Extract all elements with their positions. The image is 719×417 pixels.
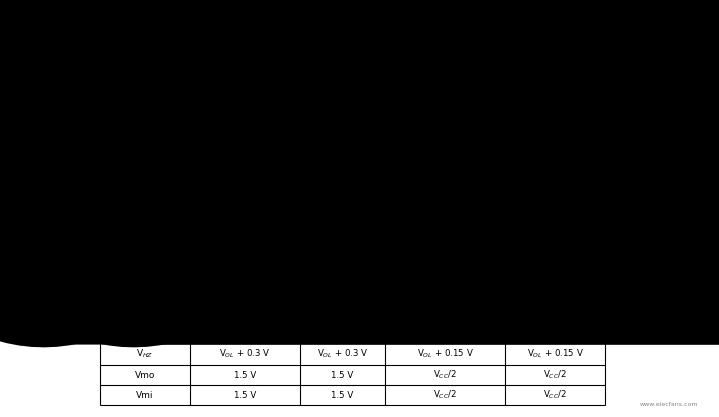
Text: Vmo: Vmo — [135, 370, 155, 379]
Text: V$_{OL}$ + 0.3 V: V$_{OL}$ + 0.3 V — [219, 348, 270, 360]
Text: V$_{OH}$ – 0.15 V: V$_{OH}$ – 0.15 V — [418, 326, 472, 338]
Bar — [100, 299, 605, 321]
Text: Vmo: Vmo — [65, 183, 82, 192]
Text: t$_R$ = t$_F$ = 2.5 ns, 10% to 90%; f = 1 MHz; t$_W$ = 500 ns: t$_R$ = t$_F$ = 2.5 ns, 10% to 90%; f = … — [411, 227, 626, 239]
Text: OE, T/R: OE, T/R — [328, 13, 362, 22]
Text: V$_{CC}$/2: V$_{CC}$/2 — [543, 389, 567, 401]
Text: Vmi: Vmi — [65, 67, 81, 76]
Text: www.elecfans.com: www.elecfans.com — [639, 402, 698, 407]
Text: 2.5 V ± 0.2 V: 2.5 V ± 0.2 V — [416, 306, 474, 314]
Text: Vmo: Vmo — [416, 145, 434, 154]
Text: t$_{PZL}$: t$_{PZL}$ — [407, 163, 421, 175]
Text: t$_{PZH}$: t$_{PZH}$ — [405, 95, 421, 107]
Text: An, Bn: An, Bn — [331, 75, 362, 83]
Text: WAVEFORM 2 – OUTPUT ENABLE AND DISABLE TIMES: WAVEFORM 2 – OUTPUT ENABLE AND DISABLE T… — [383, 218, 653, 226]
Text: Symbol: Symbol — [127, 306, 163, 314]
Text: An, Bn: An, Bn — [3, 73, 34, 83]
Text: V$_{OH}$: V$_{OH}$ — [672, 63, 689, 75]
Text: An, Bn: An, Bn — [331, 133, 362, 141]
Text: Vmo: Vmo — [413, 97, 430, 106]
Text: Vmi: Vmi — [136, 390, 154, 399]
Text: V$_{CC}$: V$_{CC}$ — [672, 6, 688, 18]
Text: V$_{OH}$ – 0.3 V: V$_{OH}$ – 0.3 V — [220, 326, 270, 338]
Text: 0 V: 0 V — [672, 28, 686, 37]
Text: 1.5 V: 1.5 V — [331, 390, 354, 399]
Text: 5.0 V: 5.0 V — [544, 306, 566, 314]
Text: V$_{CC}$/2: V$_{CC}$/2 — [433, 369, 457, 381]
Text: V$_{LZ}$: V$_{LZ}$ — [137, 326, 153, 338]
Text: V$_{CC}$/2: V$_{CC}$/2 — [543, 369, 567, 381]
Text: V$_{OH}$ – 0.3 V: V$_{OH}$ – 0.3 V — [318, 326, 367, 338]
Text: 0 V: 0 V — [332, 98, 346, 106]
Text: V$_{CC}$/2: V$_{CC}$/2 — [433, 389, 457, 401]
Text: Vmi: Vmi — [398, 7, 413, 16]
Text: Vmi: Vmi — [193, 67, 208, 76]
Text: V$_{OH}$ – 0.15 V: V$_{OH}$ – 0.15 V — [528, 326, 582, 338]
Text: V$_{OL}$: V$_{OL}$ — [332, 203, 347, 215]
Text: t$_R$ = t$_F$ = 2.5 ns, 10% to 90%; f = 1 MHz; t$_W$ = 500 ns: t$_R$ = t$_F$ = 2.5 ns, 10% to 90%; f = … — [65, 227, 280, 239]
Text: V$_{OL}$: V$_{OL}$ — [672, 153, 687, 165]
Text: V$_{CC}$: V$_{CC}$ — [332, 44, 348, 56]
Text: Bn, An: Bn, An — [3, 176, 34, 184]
Text: t$_{PHZ}$: t$_{PHZ}$ — [495, 95, 511, 107]
Text: V$_{OL}$ + 0.15 V: V$_{OL}$ + 0.15 V — [416, 348, 473, 360]
Bar — [190, 277, 605, 299]
Text: WAVEFORM 1 – PROPAGATION DELAYS: WAVEFORM 1 – PROPAGATION DELAYS — [75, 218, 268, 226]
Text: t$_{PHL}$: t$_{PHL}$ — [199, 103, 214, 116]
Text: V$_{CC}$: V$_{CC}$ — [388, 281, 407, 295]
Text: V$_{LZ}$: V$_{LZ}$ — [672, 141, 687, 153]
Text: V$_{HZ}$: V$_{HZ}$ — [672, 73, 688, 85]
Text: t$_{PLH}$: t$_{PLH}$ — [83, 103, 99, 116]
Text: Figure 3. AC Waveforms: Figure 3. AC Waveforms — [285, 240, 435, 250]
Text: 1.5 V: 1.5 V — [234, 390, 256, 399]
Text: V$_{OL}$ + 0.3 V: V$_{OL}$ + 0.3 V — [317, 348, 368, 360]
Text: Vmo: Vmo — [191, 183, 209, 192]
Text: Vmi: Vmi — [495, 7, 510, 16]
Text: V$_{OL}$ + 0.15 V: V$_{OL}$ + 0.15 V — [526, 348, 583, 360]
Text: 1.5 V: 1.5 V — [234, 370, 256, 379]
Text: t$_{PLZ}$: t$_{PLZ}$ — [497, 163, 511, 175]
Text: 2.7 V: 2.7 V — [331, 306, 354, 314]
Text: 3.3 V ± 0.3 V: 3.3 V ± 0.3 V — [216, 306, 274, 314]
Text: 1.5 V: 1.5 V — [331, 370, 354, 379]
Text: V$_{HZ}$: V$_{HZ}$ — [137, 348, 154, 360]
Text: V$_{OH}$: V$_{OH}$ — [332, 149, 349, 161]
